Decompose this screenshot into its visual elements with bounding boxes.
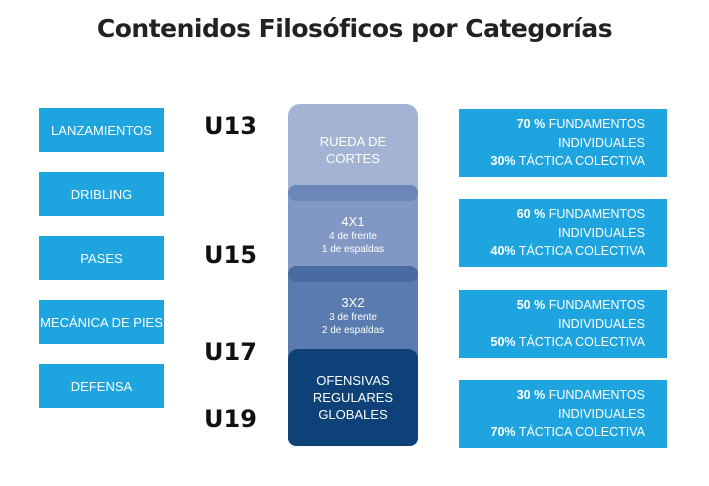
tactics-label: TÁCTICA COLECTIVA (518, 154, 645, 169)
fundamentals-line: 50 % FUNDAMENTOS (517, 296, 645, 315)
fundamentals-label: FUNDAMENTOS (548, 117, 645, 132)
fundamentals-label: FUNDAMENTOS (548, 207, 645, 222)
fundamental-defensa: DEFENSA (39, 364, 164, 408)
fundamentals-label-2: INDIVIDUALES (558, 316, 645, 331)
stage-rueda-de-cortes: RUEDA DE CORTES (288, 104, 418, 196)
tactics-percent: 50% (490, 335, 516, 350)
fundamentals-percent: 50 % (516, 298, 546, 313)
stage-title-line: REGULARES (312, 390, 394, 405)
page-title: Contenidos Filosóficos por Categorías (96, 14, 613, 43)
tactics-line: 40% TÁCTICA COLECTIVA (491, 242, 645, 261)
stage-title-line: CORTES (326, 151, 380, 166)
tactics-percent: 70% (490, 425, 516, 440)
stage-joint (288, 266, 418, 282)
tactics-percent: 30% (490, 154, 516, 169)
stage-detail: 2 de espaldas (321, 324, 385, 336)
fundamentals-percent: 60 % (516, 207, 546, 222)
distribution-u17: 50 % FUNDAMENTOS INDIVIDUALES 50% TÁCTIC… (459, 290, 667, 358)
stage-ofensivas-regulares-globales: OFENSIVAS REGULARES GLOBALES (288, 349, 418, 446)
fundamentals-label-2: INDIVIDUALES (558, 225, 645, 240)
fundamentals-label-2: INDIVIDUALES (558, 135, 645, 150)
fundamentals-percent: 70 % (516, 117, 546, 132)
category-u13: U13 (204, 112, 257, 140)
stage-title: 4X1 (341, 213, 365, 229)
stage-detail: 3 de frente (329, 311, 377, 323)
fundamentals-label-2: INDIVIDUALES (558, 406, 645, 421)
stage-title: 3X2 (341, 294, 365, 310)
fundamental-lanzamientos: LANZAMIENTOS (39, 108, 164, 152)
stage-3x2: 3X2 3 de frente 2 de espaldas (288, 273, 418, 357)
fundamentals-line: 30 % FUNDAMENTOS (517, 386, 645, 405)
tactics-line: 30% TÁCTICA COLECTIVA (491, 152, 645, 171)
fundamental-label: MECÁNICA DE PIES (40, 314, 163, 330)
category-u17: U17 (204, 338, 257, 366)
category-u15: U15 (204, 241, 257, 269)
distribution-u19: 30 % FUNDAMENTOS INDIVIDUALES 70% TÁCTIC… (459, 380, 667, 448)
distribution-u15: 60 % FUNDAMENTOS INDIVIDUALES 40% TÁCTIC… (459, 199, 667, 267)
fundamentals-label: FUNDAMENTOS (548, 298, 645, 313)
stage-4x1: 4X1 4 de frente 1 de espaldas (288, 192, 418, 276)
fundamental-dribling: DRIBLING (39, 172, 164, 216)
fundamentals-line: 70 % FUNDAMENTOS (517, 115, 645, 134)
stage-title-line: OFENSIVAS (316, 373, 390, 388)
distribution-u13: 70 % FUNDAMENTOS INDIVIDUALES 30% TÁCTIC… (459, 109, 667, 177)
tactics-label: TÁCTICA COLECTIVA (518, 425, 645, 440)
fundamental-label: DRIBLING (70, 186, 133, 202)
stage-title-line: GLOBALES (318, 407, 388, 422)
fundamentals-label: FUNDAMENTOS (548, 388, 645, 403)
fundamental-mecanica-de-pies: MECÁNICA DE PIES (39, 300, 164, 344)
stage-title-line: RUEDA DE (319, 134, 387, 149)
fundamentals-line: 60 % FUNDAMENTOS (517, 205, 645, 224)
tactics-line: 50% TÁCTICA COLECTIVA (491, 333, 645, 352)
category-u19: U19 (204, 405, 257, 433)
stage-joint (288, 185, 418, 201)
fundamentals-percent: 30 % (516, 388, 546, 403)
fundamental-pases: PASES (39, 236, 164, 280)
fundamental-label: PASES (80, 250, 123, 266)
fundamental-label: LANZAMIENTOS (51, 122, 152, 138)
tactics-label: TÁCTICA COLECTIVA (518, 244, 645, 259)
tactics-line: 70% TÁCTICA COLECTIVA (491, 423, 645, 442)
tactics-label: TÁCTICA COLECTIVA (518, 335, 645, 350)
tactics-percent: 40% (490, 244, 516, 259)
stage-detail: 4 de frente (329, 230, 377, 242)
fundamental-label: DEFENSA (70, 378, 133, 394)
stage-detail: 1 de espaldas (321, 243, 385, 255)
